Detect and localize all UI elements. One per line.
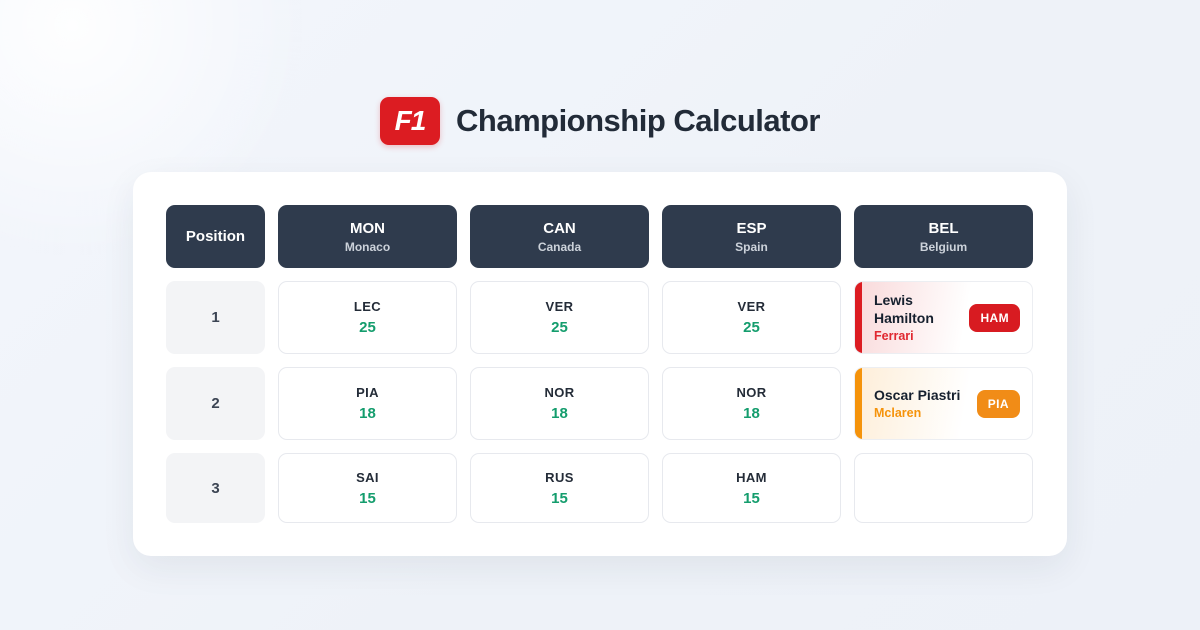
points-value: 18 [743, 405, 760, 422]
page-header: F1 Championship Calculator [0, 97, 1200, 145]
f1-logo: F1 [380, 97, 440, 145]
driver-code: NOR [544, 385, 575, 400]
result-cell-esp-p3[interactable]: HAM 15 [662, 453, 841, 523]
page-title: Championship Calculator [456, 103, 820, 138]
calculator-card: Position MON Monaco CAN Canada ESP Spain… [133, 172, 1067, 556]
driver-code: SAI [356, 469, 379, 485]
points-value: 15 [551, 489, 568, 507]
pick-team-name: Mclaren [874, 405, 922, 420]
result-cell-mon-p2[interactable]: PIA 18 [278, 367, 457, 440]
position-cell-2: 2 [166, 367, 265, 440]
points-value: 25 [359, 319, 376, 336]
race-country: Monaco [344, 239, 391, 254]
driver-code: LEC [353, 299, 382, 314]
position-cell-1: 1 [166, 281, 265, 354]
position-column-header: Position [166, 205, 265, 268]
driver-code: NOR [736, 385, 767, 400]
results-grid: Position MON Monaco CAN Canada ESP Spain… [166, 205, 1034, 523]
driver-pick-card-piastri: Oscar Piastri Mclaren PIA [854, 367, 1033, 440]
race-country: Spain [735, 239, 768, 254]
result-cell-can-p3[interactable]: RUS 15 [470, 453, 649, 523]
race-code: BEL [928, 219, 959, 237]
result-cell-can-p1[interactable]: VER 25 [470, 281, 649, 354]
race-code: CAN [543, 219, 576, 237]
points-value: 18 [359, 405, 376, 422]
pick-team-name: Ferrari [874, 328, 914, 343]
result-cell-esp-p1[interactable]: VER 25 [662, 281, 841, 354]
result-cell-mon-p3[interactable]: SAI 15 [278, 453, 457, 523]
race-header-mon[interactable]: MON Monaco [278, 205, 457, 268]
driver-code: RUS [545, 469, 574, 485]
race-header-can[interactable]: CAN Canada [470, 205, 649, 268]
result-cell-can-p2[interactable]: NOR 18 [470, 367, 649, 440]
race-code: MON [350, 219, 385, 237]
points-value: 15 [743, 489, 760, 507]
race-code: ESP [736, 219, 767, 237]
race-country: Belgium [919, 239, 968, 254]
driver-code: PIA [356, 385, 379, 400]
points-value: 25 [743, 319, 760, 336]
driver-code: VER [737, 299, 766, 314]
driver-code: VER [545, 299, 574, 314]
result-cell-bel-p3-empty [854, 453, 1033, 523]
pick-driver-name: Oscar Piastri [874, 387, 961, 404]
points-value: 15 [359, 489, 376, 507]
driver-badge: PIA [976, 389, 1020, 418]
points-value: 18 [551, 405, 568, 422]
result-cell-esp-p2[interactable]: NOR 18 [662, 367, 841, 440]
driver-code: HAM [736, 469, 767, 485]
pick-driver-name: Lewis Hamilton [874, 292, 934, 326]
driver-pick-card-hamilton: Lewis Hamilton Ferrari HAM [854, 281, 1033, 354]
position-cell-3: 3 [166, 453, 265, 523]
result-cell-mon-p1[interactable]: LEC 25 [278, 281, 457, 354]
race-header-esp[interactable]: ESP Spain [662, 205, 841, 268]
driver-badge: HAM [969, 303, 1020, 332]
race-country: Canada [537, 239, 582, 254]
points-value: 25 [551, 319, 568, 336]
race-header-bel[interactable]: BEL Belgium [854, 205, 1033, 268]
